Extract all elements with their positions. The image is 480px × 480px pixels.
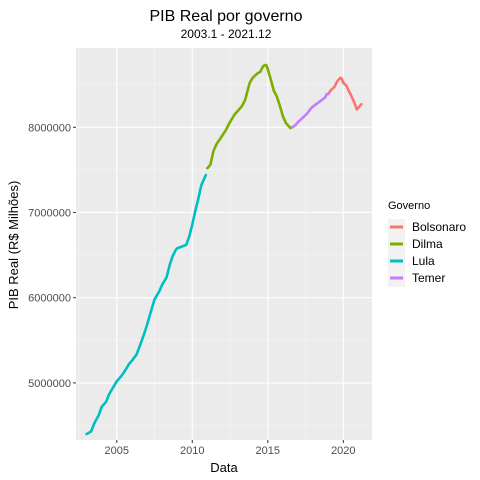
series-line-bolsonaro xyxy=(326,76,363,111)
legend-label: Lula xyxy=(412,254,435,268)
legend: Governo Bolsonaro Dilma Lula Temer xyxy=(388,200,466,287)
chart-title: PIB Real por governo xyxy=(150,8,303,25)
series-line-dilma xyxy=(206,63,294,170)
plot-panel xyxy=(76,48,372,440)
series-line-temer xyxy=(290,92,330,129)
x-tick-label: 2015 xyxy=(256,445,280,457)
legend-label: Dilma xyxy=(412,237,443,251)
y-tick-label: 8000000 xyxy=(28,122,71,134)
y-tick-label: 7000000 xyxy=(28,207,71,219)
y-axis: 5000000 6000000 7000000 8000000 xyxy=(28,122,76,390)
x-axis: 2005 2010 2015 2020 xyxy=(105,440,356,457)
y-tick-label: 6000000 xyxy=(28,293,71,305)
series-lines xyxy=(85,63,363,436)
chart-subtitle: 2003.1 - 2021.12 xyxy=(181,27,272,41)
y-tick-label: 5000000 xyxy=(28,378,71,390)
x-axis-title: Data xyxy=(210,460,238,475)
series-line-lula xyxy=(85,173,208,436)
x-tick-label: 2020 xyxy=(331,445,355,457)
legend-label: Bolsonaro xyxy=(412,220,466,234)
y-axis-title: PIB Real (R$ Milhões) xyxy=(6,181,21,310)
x-tick-label: 2010 xyxy=(180,445,204,457)
grid-lines xyxy=(76,48,372,440)
legend-title: Governo xyxy=(388,200,430,212)
x-tick-label: 2005 xyxy=(105,445,129,457)
legend-label: Temer xyxy=(412,271,445,285)
